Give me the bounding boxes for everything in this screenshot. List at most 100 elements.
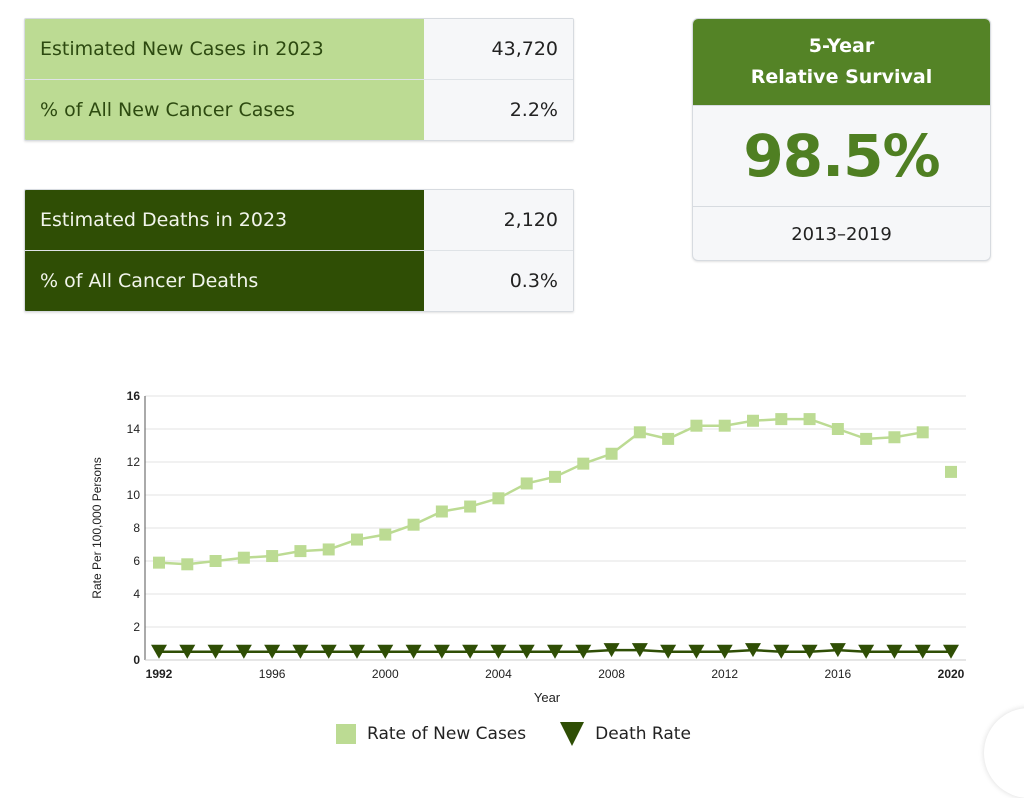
y-tick-label: 16: [127, 389, 141, 403]
incidence-death-chart: 0 2 4 6 8 10 12 14 16 1992 1996 2000 2004 2008 2012 20…: [90, 389, 966, 705]
data-point-triangle: [547, 644, 563, 659]
data-point-triangle: [264, 644, 281, 659]
legend-label-death-rate: Death Rate: [595, 724, 691, 744]
data-point-triangle: [575, 644, 592, 659]
data-point-square: [209, 555, 222, 567]
survival-value: 98.5%: [693, 105, 990, 207]
y-axis-label: Rate Per 100,000 Persons: [90, 457, 104, 598]
y-tick-label: 12: [127, 455, 141, 469]
data-point-square: [860, 432, 873, 445]
deaths-percent-value: 0.3%: [424, 251, 573, 311]
data-point-triangle: [631, 643, 648, 658]
data-point-triangle: [405, 644, 422, 659]
new-cases-row: Estimated New Cases in 2023 43,720: [25, 19, 573, 79]
series-death-rate: [151, 643, 959, 659]
data-point-triangle: [179, 644, 196, 659]
y-tick-label: 0: [133, 653, 140, 667]
survival-period: 2013–2019: [791, 223, 892, 245]
data-point-triangle: [235, 644, 252, 659]
data-point-square: [916, 426, 929, 439]
data-point-triangle: [716, 644, 733, 659]
data-point-triangle: [151, 644, 167, 659]
legend-item-death-rate[interactable]: Death Rate: [560, 722, 691, 746]
series-line: [158, 417, 923, 566]
survival-title-line2: Relative Survival: [750, 66, 933, 88]
y-tick-label: 10: [127, 488, 141, 502]
series-layer: [151, 413, 959, 659]
x-tick-label: 1992: [146, 667, 173, 681]
data-point-square: [379, 528, 392, 541]
data-point-square: [407, 518, 420, 531]
x-axis-label: Year: [534, 690, 561, 705]
data-point-square: [294, 545, 307, 558]
x-tick-label: 2020: [938, 667, 965, 681]
data-point-triangle: [490, 644, 507, 659]
data-point-triangle: [688, 644, 705, 659]
chart-gridlines: [145, 395, 966, 628]
data-point-square: [605, 447, 618, 460]
data-point-square: [888, 431, 901, 444]
data-point-square: [718, 419, 731, 432]
data-point-square: [549, 470, 561, 483]
data-point-triangle: [462, 644, 479, 659]
data-point-triangle: [207, 644, 224, 659]
data-point-triangle: [660, 644, 677, 659]
data-point-triangle: [320, 644, 337, 659]
data-point-triangle: [603, 643, 620, 658]
data-point-square: [747, 414, 759, 427]
series-rate-of-new-cases: [153, 413, 957, 571]
deaths-value: 2,120: [424, 190, 573, 250]
deaths-percent-label: % of All Cancer Deaths: [25, 251, 424, 311]
x-tick-label: 2012: [711, 667, 738, 681]
new-cases-percent-label: % of All New Cancer Cases: [25, 80, 424, 140]
data-point-square: [831, 423, 844, 435]
legend-triangle-icon: [560, 722, 585, 746]
deaths-percent-row: % of All Cancer Deaths 0.3%: [25, 250, 573, 311]
data-point-square: [662, 432, 675, 445]
new-cases-percent-value: 2.2%: [424, 80, 573, 140]
legend-item-new-cases[interactable]: Rate of New Cases: [336, 724, 526, 744]
y-tick-label: 14: [127, 422, 141, 436]
deaths-table: Estimated Deaths in 2023 2,120 % of All …: [24, 189, 574, 312]
data-point-square: [351, 533, 363, 546]
data-point-square: [577, 457, 590, 470]
data-point-triangle: [829, 643, 846, 658]
data-point-square: [181, 558, 194, 571]
survival-header: 5-Year Relative Survival: [693, 19, 990, 105]
data-point-triangle: [292, 644, 309, 659]
data-point-square: [237, 551, 250, 564]
data-point-square: [322, 543, 335, 556]
x-axis-ticks: 1992 1996 2000 2004 2008 2012 2016 2020: [146, 667, 965, 681]
data-point-triangle: [745, 643, 761, 658]
data-point-triangle: [433, 644, 450, 659]
data-point-triangle: [914, 644, 931, 659]
new-cases-percent-row: % of All New Cancer Cases 2.2%: [25, 79, 573, 140]
x-tick-label: 2008: [598, 667, 625, 681]
survival-card: 5-Year Relative Survival 98.5% 2013–2019: [692, 18, 991, 261]
x-tick-label: 2000: [372, 667, 399, 681]
data-point-triangle: [349, 644, 365, 659]
y-tick-label: 4: [133, 587, 140, 601]
data-point-square: [775, 413, 788, 426]
y-tick-label: 2: [133, 620, 140, 634]
y-tick-label: 6: [133, 554, 140, 568]
data-point-square: [945, 465, 957, 478]
chart-legend: Rate of New Cases Death Rate: [336, 722, 725, 746]
floating-action-button[interactable]: [984, 708, 1024, 798]
new-cases-label: Estimated New Cases in 2023: [25, 19, 424, 79]
data-point-triangle: [377, 644, 394, 659]
survival-title-line1: 5-Year: [808, 35, 875, 57]
deaths-row: Estimated Deaths in 2023 2,120: [25, 190, 573, 250]
data-point-square: [435, 505, 448, 518]
x-tick-label: 1996: [259, 667, 286, 681]
data-point-square: [520, 477, 533, 490]
new-cases-value: 43,720: [424, 19, 573, 79]
data-point-square: [266, 550, 279, 563]
data-point-triangle: [518, 644, 535, 659]
new-cases-table: Estimated New Cases in 2023 43,720 % of …: [24, 18, 574, 141]
data-point-triangle: [943, 644, 959, 659]
legend-square-icon: [336, 724, 356, 744]
data-point-square: [492, 492, 505, 505]
data-point-triangle: [801, 644, 818, 659]
data-point-square: [803, 413, 816, 426]
